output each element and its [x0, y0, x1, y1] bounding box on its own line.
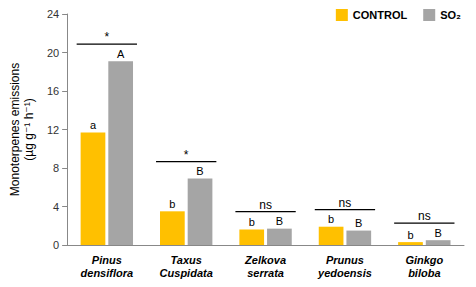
svg-text:B: B — [355, 217, 362, 229]
svg-text:(µg g⁻¹ h⁻¹): (µg g⁻¹ h⁻¹) — [22, 98, 36, 160]
svg-text:4: 4 — [53, 201, 59, 213]
svg-text:B: B — [196, 165, 203, 177]
svg-text:*: * — [104, 30, 109, 44]
svg-text:12: 12 — [47, 124, 59, 136]
svg-text:B: B — [434, 227, 441, 239]
svg-text:b: b — [169, 198, 175, 210]
svg-text:16: 16 — [47, 85, 59, 97]
svg-text:0: 0 — [53, 239, 59, 251]
svg-text:a: a — [90, 119, 97, 131]
svg-text:Pinus: Pinus — [92, 254, 122, 266]
svg-text:ns: ns — [339, 196, 352, 210]
svg-text:A: A — [117, 48, 125, 60]
svg-text:Prunus: Prunus — [326, 254, 364, 266]
svg-text:24: 24 — [47, 8, 59, 20]
svg-text:Zelkova: Zelkova — [244, 254, 286, 266]
svg-text:CONTROL: CONTROL — [353, 9, 408, 21]
svg-text:ns: ns — [259, 198, 272, 212]
svg-text:Ginkgo: Ginkgo — [405, 254, 443, 266]
svg-text:b: b — [407, 229, 413, 241]
svg-text:b: b — [328, 213, 334, 225]
svg-text:Taxus: Taxus — [170, 254, 201, 266]
svg-text:*: * — [184, 148, 189, 162]
svg-text:8: 8 — [53, 162, 59, 174]
svg-text:serrata: serrata — [247, 267, 284, 279]
svg-text:ns: ns — [418, 209, 431, 223]
svg-text:Cuspidata: Cuspidata — [160, 267, 213, 279]
svg-text:SO₂: SO₂ — [440, 9, 461, 21]
svg-text:b: b — [249, 216, 255, 228]
svg-text:biloba: biloba — [408, 267, 440, 279]
svg-text:B: B — [276, 215, 283, 227]
svg-text:20: 20 — [47, 47, 59, 59]
svg-text:yedoensis: yedoensis — [317, 267, 372, 279]
svg-text:Monoterpenes emissions: Monoterpenes emissions — [8, 63, 22, 196]
svg-text:densiflora: densiflora — [81, 267, 134, 279]
